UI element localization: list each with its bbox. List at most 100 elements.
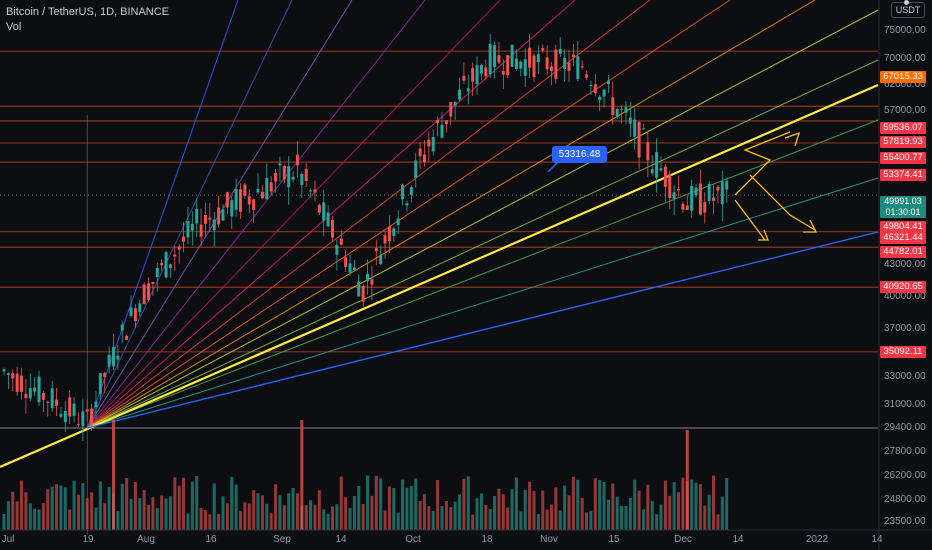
volume-bar: [147, 504, 151, 530]
volume-bar: [199, 507, 203, 530]
bullish-arrow: [734, 131, 791, 196]
candle-body: [190, 223, 194, 231]
volume-bar: [182, 477, 186, 530]
candle-body: [488, 43, 492, 75]
volume-bar: [598, 480, 602, 530]
volume-bar: [274, 484, 278, 530]
volume-bar: [615, 496, 619, 530]
currency-label: USDT: [895, 5, 921, 15]
candle-body: [129, 307, 133, 316]
candle-body: [225, 192, 229, 208]
candle-body: [602, 89, 606, 97]
price-level-tag: 59536.07: [880, 122, 926, 134]
time-tick-label: 14: [732, 534, 744, 545]
candle-body: [392, 228, 396, 237]
symbol-title[interactable]: Bitcoin / TetherUS, 1D, BINANCE: [6, 6, 170, 18]
candle-body: [37, 376, 41, 403]
volume-bar: [151, 497, 155, 530]
candle-body: [269, 182, 273, 192]
candle-body: [563, 57, 567, 69]
volume-bar: [129, 498, 133, 530]
price-tick-label: 57000.00: [884, 105, 926, 116]
candle-body: [453, 101, 457, 106]
volume-bar: [90, 492, 94, 530]
candle-body: [510, 44, 514, 67]
volume-bar: [63, 487, 67, 530]
volume-bar: [247, 503, 251, 530]
candle-body: [462, 75, 466, 81]
volume-bar: [317, 490, 321, 530]
volume-bar: [168, 496, 172, 530]
volume-bar: [239, 511, 243, 530]
candle-body: [712, 197, 716, 201]
price-tick-label: 33000.00: [884, 371, 926, 382]
candle-body: [186, 221, 190, 238]
candle-body: [427, 139, 431, 147]
candle-body: [317, 204, 321, 213]
candle-body: [287, 166, 291, 188]
candle-body: [479, 64, 483, 74]
volume-bar: [637, 490, 641, 530]
candle-body: [160, 262, 164, 266]
candle-body: [580, 66, 584, 68]
candle-body: [716, 186, 720, 191]
volume-bar: [510, 489, 514, 530]
volume-bar: [6, 501, 10, 530]
price-tick-label: 75000.00: [884, 25, 926, 36]
volume-bar: [449, 507, 453, 530]
candle-body: [663, 166, 667, 187]
price-annotation-bubble[interactable]: 53316.48: [552, 146, 607, 163]
candle-body: [628, 117, 632, 124]
volume-bar: [576, 479, 580, 530]
candle-body: [300, 173, 304, 186]
price-level-tag: 55400.77: [880, 152, 926, 164]
candle-body: [567, 62, 571, 71]
candle-body: [94, 401, 98, 408]
lower-trendline: [87, 231, 879, 429]
volume-bar: [628, 497, 632, 530]
candle-body: [208, 217, 212, 220]
volume-bar: [672, 482, 676, 530]
volume-bar: [725, 477, 729, 530]
volume-bar: [703, 505, 707, 530]
volume-bar: [81, 483, 85, 530]
volume-bar: [668, 495, 672, 530]
volume-bar: [440, 506, 444, 530]
volume-bar: [563, 485, 567, 530]
volume-bar: [471, 514, 475, 530]
candle-body: [401, 185, 405, 200]
volume-bar: [479, 493, 483, 530]
volume-bar: [142, 490, 146, 530]
candle-body: [98, 373, 102, 395]
candle-body: [484, 67, 488, 77]
currency-badge[interactable]: USDT: [891, 0, 925, 18]
volume-bar: [370, 495, 374, 530]
volume-bar: [37, 509, 41, 530]
volume-bar: [567, 495, 571, 530]
candle-body: [103, 373, 107, 378]
volume-bar: [536, 513, 540, 530]
candle-body: [366, 273, 370, 282]
price-tick-label: 31000.00: [884, 399, 926, 410]
candle-body: [698, 183, 702, 215]
volume-bar: [177, 485, 181, 530]
volume-bar: [523, 489, 527, 530]
volume-bar: [225, 503, 229, 530]
volume-bar: [55, 484, 59, 530]
volume-bar: [120, 483, 124, 530]
time-tick-label: Sep: [273, 534, 291, 545]
volume-bar: [475, 498, 479, 530]
volume-bar: [164, 498, 168, 530]
volume-label[interactable]: Vol: [6, 21, 22, 33]
candle-body: [116, 355, 120, 360]
volume-bar: [558, 510, 562, 530]
volume-bar: [414, 478, 418, 530]
volume-bar: [326, 513, 330, 530]
fan-line: [86, 0, 293, 429]
candle-body: [514, 58, 518, 70]
volume-bar: [160, 495, 164, 530]
volume-bar: [116, 511, 120, 530]
candle-body: [260, 191, 264, 199]
candle-body: [11, 373, 15, 379]
